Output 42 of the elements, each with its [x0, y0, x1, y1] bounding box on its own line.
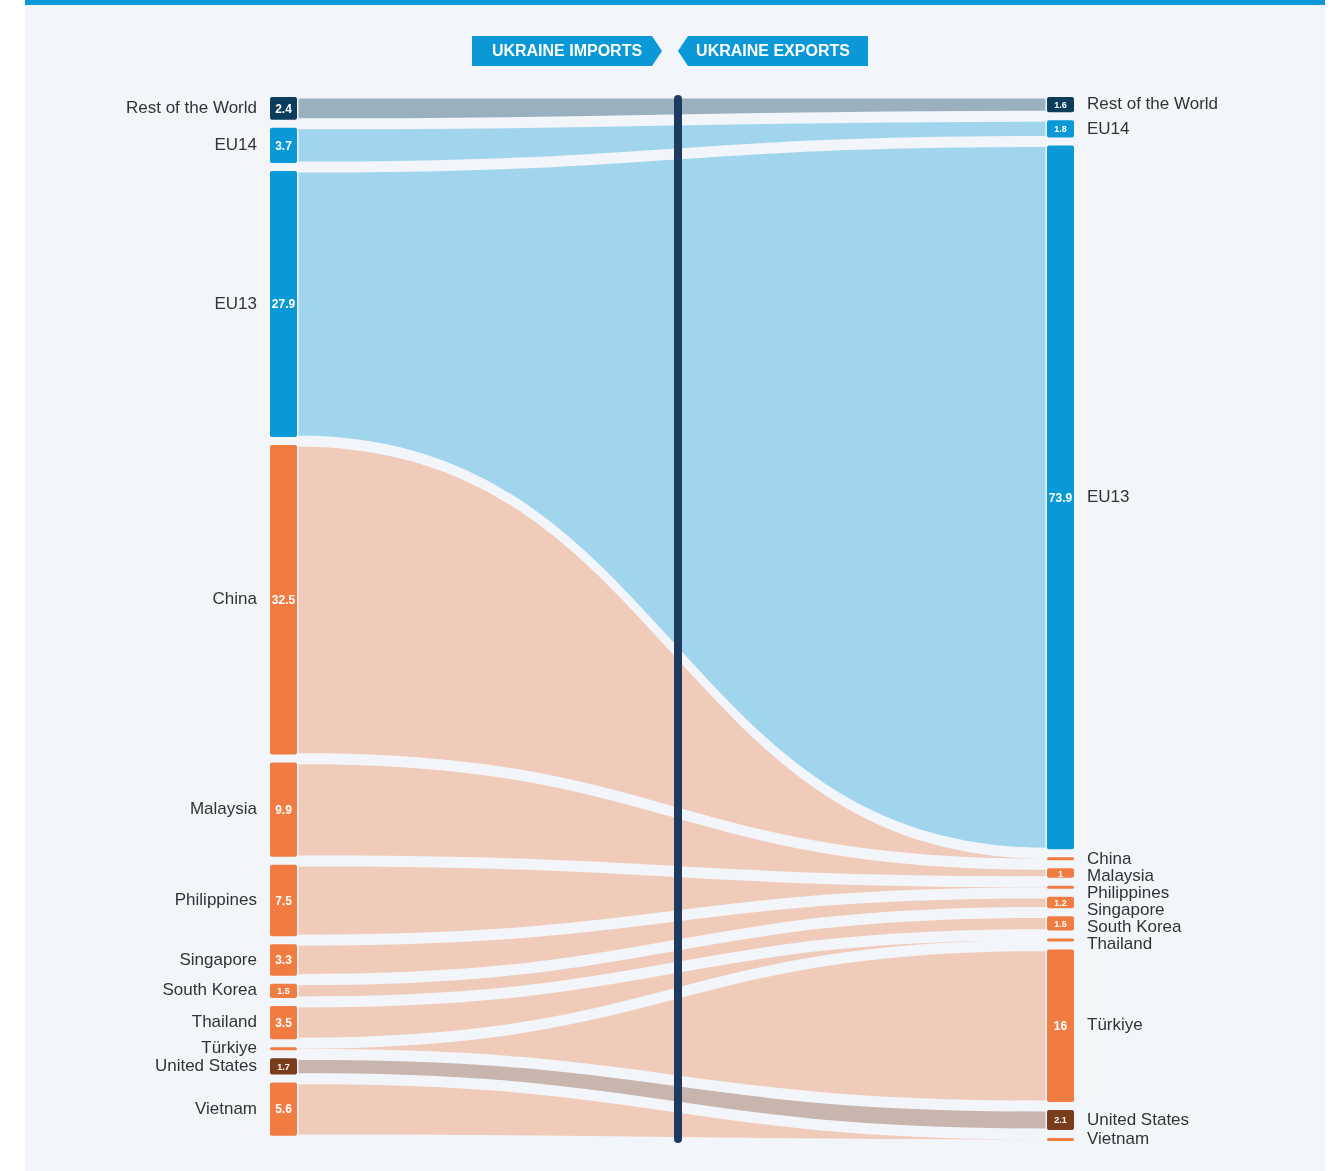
- data-label: 32.5: [271, 592, 296, 607]
- data-label: 1.2: [1054, 898, 1067, 909]
- data-label: 73.9: [1048, 490, 1073, 505]
- data-label: 1.5: [277, 986, 290, 997]
- data-label: 3.3: [275, 953, 293, 968]
- category-label: Malaysia: [1087, 865, 1155, 885]
- category-label: Thailand: [191, 1012, 257, 1032]
- category-label: EU13: [1087, 487, 1130, 507]
- data-label: 2.4: [275, 101, 293, 116]
- data-label: 1.8: [1054, 124, 1067, 135]
- category-label: China: [212, 589, 258, 609]
- category-label: United States: [154, 1056, 257, 1076]
- category-label: Rest of the World: [125, 98, 257, 118]
- data-label: 1.7: [277, 1061, 290, 1072]
- category-label: Singapore: [179, 949, 257, 969]
- data-label: 3.5: [275, 1015, 293, 1030]
- category-label: EU13: [214, 293, 257, 313]
- data-label: 7.5: [275, 893, 293, 908]
- category-label: Vietnam: [194, 1098, 257, 1118]
- category-label: South Korea: [162, 980, 258, 1000]
- data-label: 9.9: [275, 802, 293, 817]
- data-label: 16: [1053, 1019, 1068, 1034]
- data-label: 1.6: [1054, 100, 1067, 111]
- data-label: 1: [1057, 868, 1064, 879]
- text: UKRAINE IMPORTS: [472, 36, 662, 66]
- data-label: 1.5: [1054, 918, 1067, 929]
- data-label: 27.9: [271, 297, 296, 312]
- category-label: EU14: [214, 135, 257, 155]
- category-label: Türkiye: [1087, 1015, 1143, 1035]
- category-label: EU14: [1087, 118, 1130, 138]
- category-label: Malaysia: [189, 799, 258, 819]
- category-label: Rest of the World: [1087, 94, 1219, 114]
- category-label: China: [1087, 848, 1132, 868]
- data-label: 2.1: [1054, 1115, 1067, 1126]
- data-label: 3.7: [275, 138, 293, 153]
- category-label: Philippines: [174, 890, 257, 910]
- text: UKRAINE EXPORTS: [678, 36, 868, 66]
- category-label: United States: [1087, 1109, 1190, 1129]
- data-label: 5.6: [275, 1102, 293, 1117]
- category-label: Türkiye: [201, 1038, 257, 1058]
- category-label: Vietnam: [1087, 1129, 1150, 1149]
- category-label: Thailand: [1087, 933, 1153, 953]
